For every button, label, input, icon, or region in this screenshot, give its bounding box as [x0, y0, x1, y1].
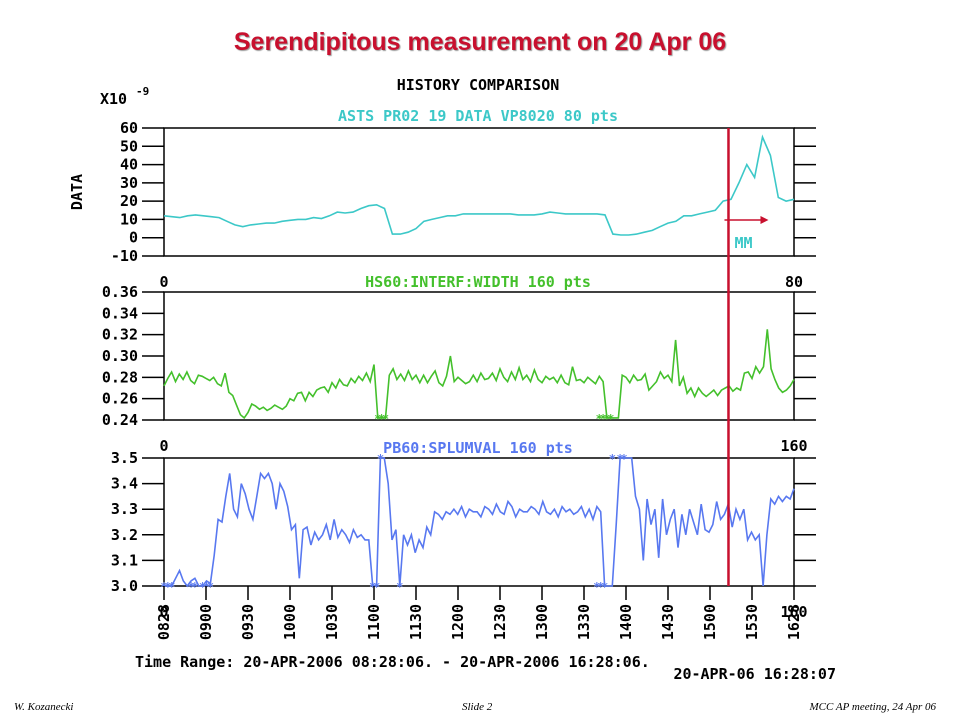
- y-tick-label: 3.3: [111, 500, 138, 518]
- star-marker: *: [377, 452, 384, 466]
- y-tick-label: 0.30: [102, 347, 138, 365]
- x-start-label: 0: [159, 603, 168, 621]
- x-end-label: 80: [785, 273, 803, 291]
- x-tick-label: 1000: [281, 604, 299, 640]
- x-tick-label: 1500: [701, 604, 719, 640]
- x-tick-label: 1100: [365, 604, 383, 640]
- y-tick-label: 0: [129, 229, 138, 247]
- x-end-label: 160: [780, 437, 807, 455]
- scale-exponent: -9: [136, 85, 149, 98]
- star-marker: *: [207, 580, 214, 594]
- x-tick-label: 1530: [743, 604, 761, 640]
- y-tick-label: 10: [120, 210, 138, 228]
- star-marker: *: [597, 580, 604, 594]
- series-line: [163, 329, 795, 420]
- end-timestamp: 20-APR-06 16:28:07: [673, 665, 836, 683]
- time-axis: 0828 0900 0930 1000 1030 1100 1130 1200 1230 1300…: [155, 586, 803, 640]
- y-tick-label: 0.26: [102, 390, 138, 408]
- y-tick-label: 3.4: [111, 475, 138, 493]
- x-tick-label: 0828: [155, 604, 173, 640]
- star-marker: *: [620, 452, 627, 466]
- x-tick-label: 1130: [407, 604, 425, 640]
- star-marker: *: [603, 412, 610, 426]
- y-tick-label: 3.5: [111, 449, 138, 467]
- star-marker: *: [187, 580, 194, 594]
- y-tick-label: 0.28: [102, 368, 138, 386]
- history-comparison-chart: HISTORY COMPARISON X10 -9 ASTS PR02 19 D…: [68, 76, 836, 683]
- y-tick-label: -10: [111, 247, 138, 265]
- y-tick-label: 20: [120, 192, 138, 210]
- y-tick-label: 3.1: [111, 551, 138, 569]
- marker-arrowhead: [760, 216, 769, 224]
- x-start-label: 0: [159, 273, 168, 291]
- panel-frame: [163, 457, 795, 587]
- y-tick-label: 3.2: [111, 526, 138, 544]
- y-tick-label: 0.32: [102, 326, 138, 344]
- x-tick-label: 0900: [197, 604, 215, 640]
- star-marker: *: [596, 412, 603, 426]
- y-tick-label: 0.24: [102, 411, 138, 429]
- x-tick-label: 0930: [239, 604, 257, 640]
- x-tick-label: 1300: [533, 604, 551, 640]
- series-name: PB60:SPLUMVAL 160 pts: [383, 439, 573, 457]
- marker-label: MM: [734, 234, 752, 252]
- x-start-label: 0: [159, 437, 168, 455]
- time-range-label: Time Range: 20-APR-2006 08:28:06. - 20-A…: [135, 653, 650, 671]
- y-tick-label: 60: [120, 119, 138, 137]
- y-tick-label: 0.36: [102, 283, 138, 301]
- panel-splumval: PB60:SPLUMVAL 160 pts 3.5 3.4 3.3 3.2 3.1 3.0 0…: [111, 439, 816, 621]
- panel-asts-data: ASTS PR02 19 DATA VP8020 80 pts 605040302…: [68, 107, 816, 291]
- star-marker: *: [607, 412, 614, 426]
- footer-meeting: MCC AP meeting, 24 Apr 06: [809, 701, 937, 713]
- series-line: [163, 134, 795, 236]
- x-tick-label: 1030: [323, 604, 341, 640]
- scale-label: X10: [100, 90, 127, 108]
- star-marker: *: [373, 580, 380, 594]
- series-name: ASTS PR02 19 DATA VP8020 80 pts: [338, 107, 618, 125]
- star-marker: *: [382, 412, 389, 426]
- chart-title: HISTORY COMPARISON: [397, 76, 560, 94]
- y-tick-label: 50: [120, 137, 138, 155]
- star-marker: *: [369, 580, 376, 594]
- x-tick-label: 1330: [575, 604, 593, 640]
- panel-interf-width: HS60:INTERF:WIDTH 160 pts 0.36 0.34 0.32 0.3…: [102, 273, 816, 455]
- star-marker: *: [374, 412, 381, 426]
- footer-slide-number: Slide 2: [462, 701, 493, 713]
- series-name: HS60:INTERF:WIDTH 160 pts: [365, 273, 591, 291]
- star-marker: *: [396, 580, 403, 594]
- star-marker: *: [601, 580, 608, 594]
- star-marker: *: [164, 580, 171, 594]
- x-end-label: 160: [780, 603, 807, 621]
- star-marker: *: [609, 452, 616, 466]
- y-tick-label: 40: [120, 156, 138, 174]
- series-line: [164, 457, 795, 588]
- star-marker: *: [168, 580, 175, 594]
- y-tick-label: 30: [120, 174, 138, 192]
- x-tick-label: 1200: [449, 604, 467, 640]
- slide-title: Serendipitous measurement on 20 Apr 06: [233, 28, 727, 56]
- star-marker: *: [378, 412, 385, 426]
- x-tick-label: 1628: [785, 604, 803, 640]
- y-tick-label: 0.34: [102, 304, 138, 322]
- panel-frame: [163, 291, 795, 421]
- y-tick-label: 3.0: [111, 577, 138, 595]
- y-axis-label: DATA: [68, 174, 86, 210]
- star-marker: *: [191, 580, 198, 594]
- panel-frame: [163, 127, 795, 257]
- star-marker: *: [199, 580, 206, 594]
- footer-author: W. Kozanecki: [14, 701, 74, 713]
- x-tick-label: 1430: [659, 604, 677, 640]
- star-marker: *: [616, 452, 623, 466]
- x-tick-label: 1400: [617, 604, 635, 640]
- star-marker: *: [593, 580, 600, 594]
- x-tick-label: 1230: [491, 604, 509, 640]
- star-marker: *: [599, 412, 606, 426]
